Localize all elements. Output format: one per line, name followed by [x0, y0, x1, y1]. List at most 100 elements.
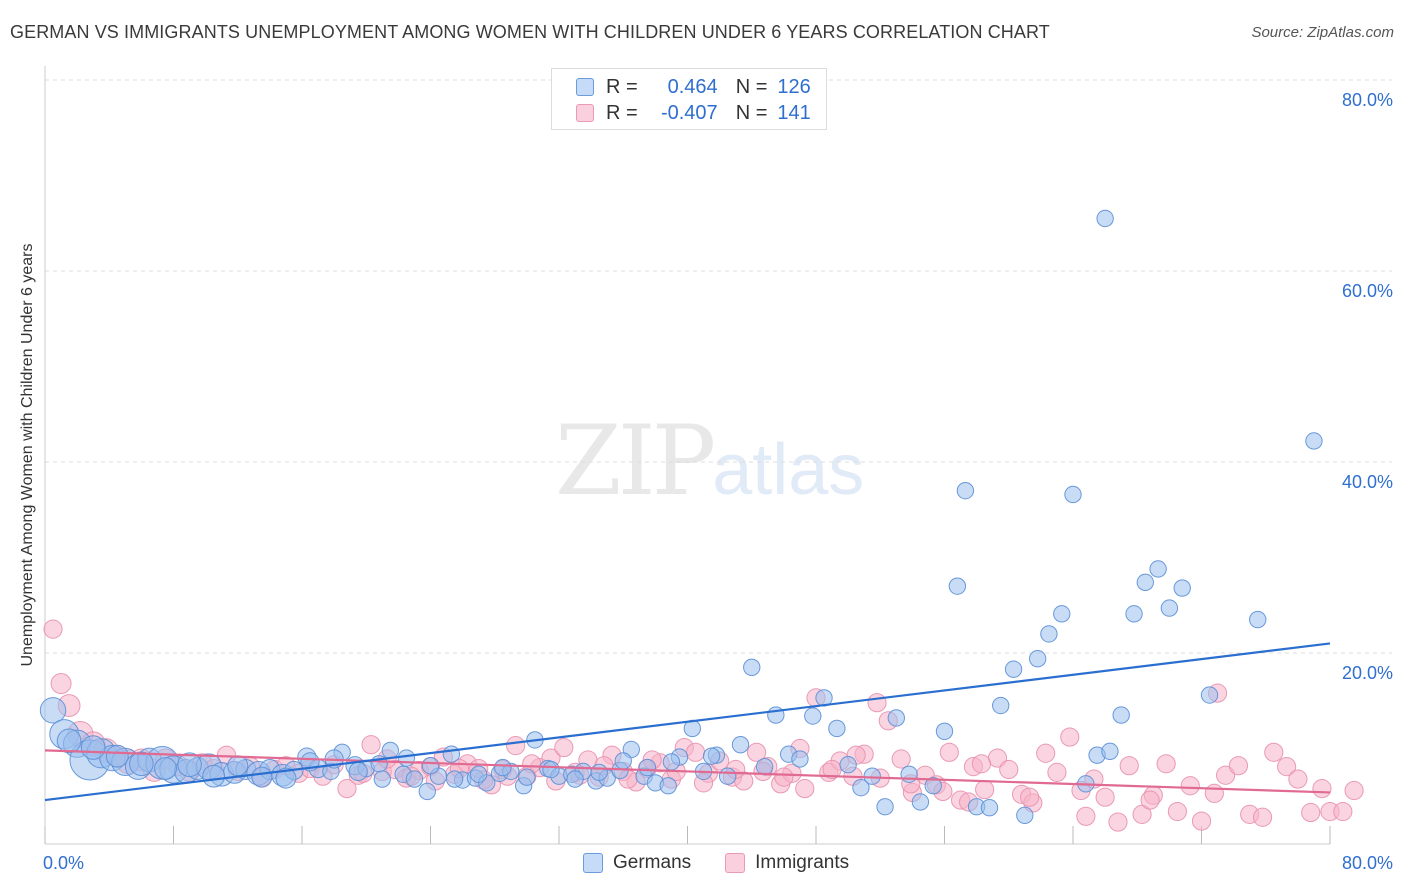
immigrants-point	[1156, 754, 1176, 774]
immigrants-swatch	[576, 104, 594, 122]
correlation-legend: R = 0.464 N = 126 R = -0.407 N = 141	[551, 68, 827, 130]
germans-point	[924, 777, 942, 795]
germans-point	[1004, 660, 1023, 678]
germans-point	[980, 799, 999, 817]
immigrants-point	[337, 779, 357, 799]
germans-point	[1200, 686, 1219, 704]
germans-point	[518, 768, 536, 786]
immigrants-point	[506, 736, 526, 756]
germans-point	[129, 751, 154, 777]
legend-item-immigrants[interactable]: Immigrants	[725, 852, 849, 874]
germans-point	[590, 763, 608, 782]
immigrants-point	[1047, 762, 1067, 782]
germans-point	[1173, 579, 1191, 597]
germans-point	[935, 722, 954, 740]
x-tick-label-max: 80.0%	[1342, 853, 1393, 873]
immigrants-point	[774, 767, 794, 787]
immigrants-legend-label: Immigrants	[755, 852, 850, 873]
immigrants-point	[1060, 727, 1080, 747]
immigrants-point	[1333, 801, 1353, 822]
germans-point	[876, 798, 894, 816]
germans-point	[1125, 605, 1143, 623]
immigrants-point	[1277, 757, 1297, 777]
immigrants-trend-line	[44, 749, 1331, 794]
immigrants-point	[1228, 756, 1249, 776]
germans-point	[1040, 625, 1058, 643]
legend-row-immigrants: R = -0.407 N = 141	[552, 100, 811, 126]
chart-title: GERMAN VS IMMIGRANTS UNEMPLOYMENT AMONG …	[10, 22, 1050, 42]
germans-point	[1064, 485, 1082, 504]
immigrants-point	[1020, 787, 1040, 807]
germans-point	[470, 765, 488, 783]
germans-point	[662, 753, 681, 771]
germans-point	[718, 767, 737, 785]
y-tick-label: 20.0%	[1342, 663, 1393, 683]
germans-point	[804, 707, 822, 725]
germans-point	[839, 756, 857, 774]
immigrants-point	[1301, 802, 1321, 823]
legend-n-label: N =	[735, 101, 768, 124]
legend-r-value-germans: 0.464	[667, 75, 718, 98]
germans-point	[251, 766, 273, 788]
germans-point	[397, 749, 416, 767]
germans-point	[418, 782, 436, 801]
germans-legend-label: Germans	[613, 852, 692, 873]
germans-point	[1136, 573, 1154, 592]
germans-point	[1101, 742, 1119, 761]
immigrants-point	[50, 673, 72, 695]
germans-swatch	[576, 78, 594, 96]
legend-r-label: R =	[606, 75, 638, 98]
immigrants-point	[1191, 811, 1212, 831]
immigrants-point	[999, 759, 1019, 780]
immigrants-point	[1140, 790, 1160, 810]
germans-point	[542, 760, 560, 779]
germans-point	[638, 758, 657, 777]
germans-point	[702, 747, 721, 765]
immigrants-point	[795, 779, 815, 799]
immigrants-point	[939, 742, 959, 762]
germans-point	[227, 755, 249, 777]
legend-n-label: N =	[735, 75, 768, 98]
germans-point	[275, 767, 297, 789]
series-legend: Germans Immigrants	[583, 852, 883, 874]
germans-point	[755, 757, 774, 776]
immigrants-point	[1108, 812, 1128, 832]
x-tick-label-min: 0.0%	[43, 853, 84, 873]
y-tick-label: 80.0%	[1342, 90, 1393, 110]
immigrants-point	[1167, 801, 1187, 822]
germans-point	[743, 658, 761, 677]
immigrants-point	[971, 754, 992, 774]
germans-point	[421, 757, 440, 775]
legend-n-value-germans: 126	[777, 75, 811, 98]
germans-point	[39, 697, 67, 724]
y-tick-label: 60.0%	[1342, 281, 1393, 301]
immigrants-point	[43, 619, 63, 639]
germans-point	[1112, 706, 1130, 724]
legend-r-value-immigrants: -0.407	[660, 101, 718, 124]
germans-point	[494, 758, 512, 777]
germans-point	[1016, 806, 1034, 825]
immigrants-point	[1180, 776, 1200, 796]
germans-point	[154, 757, 177, 780]
immigrants-point	[1119, 756, 1139, 776]
immigrants-point	[1076, 806, 1096, 826]
germans-point	[56, 728, 82, 754]
y-axis-label: Unemployment Among Women with Children U…	[19, 243, 36, 667]
germans-point	[731, 735, 750, 754]
legend-r-label: R =	[606, 101, 638, 124]
germans-point	[791, 750, 809, 768]
source-label: Source: ZipAtlas.com	[1251, 24, 1394, 41]
legend-n-value-immigrants: 141	[777, 101, 811, 124]
germans-point	[852, 778, 870, 797]
immigrants-point	[1095, 787, 1115, 807]
germans-point	[442, 745, 461, 763]
germans-point	[80, 735, 106, 760]
germans-point	[659, 777, 677, 795]
germans-point	[828, 719, 846, 738]
legend-item-germans[interactable]: Germans	[583, 852, 691, 874]
germans-point	[900, 765, 918, 783]
germans-point	[566, 770, 584, 788]
immigrants-point	[1344, 780, 1364, 801]
immigrants-legend-swatch	[725, 853, 746, 873]
